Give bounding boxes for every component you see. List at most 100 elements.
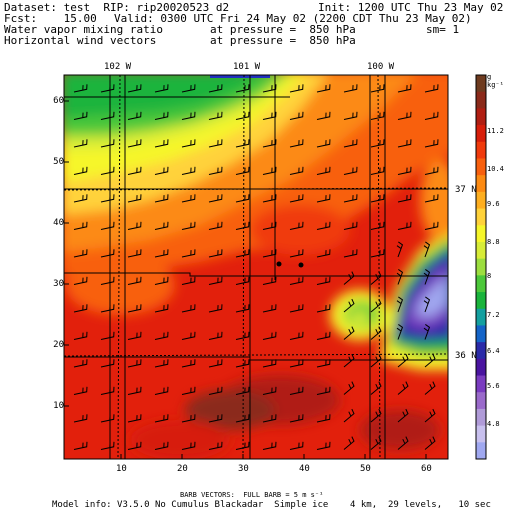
wind-barb [262,139,277,148]
station-marker [276,261,282,267]
wind-barb [289,359,304,368]
wind-barb [127,304,142,313]
wind-barb [370,166,385,175]
wind-barb [262,331,277,340]
wind-barb [370,271,382,285]
wind-barb [289,304,304,313]
wind-barb [208,166,223,175]
dataset-label: Dataset: test RIP: rip20020523 d2 [4,1,230,14]
wind-barb [127,386,142,395]
wind-barb [235,331,250,340]
wind-barb [154,414,169,423]
colorbar-label: 8 [487,272,492,280]
wind-barb [181,276,196,285]
colorbar-swatch [476,125,486,143]
wind-barb [370,326,382,340]
wind-barb [208,139,223,148]
wind-barb [127,84,142,93]
wind-barb [181,194,196,203]
wind-barb [396,269,404,285]
wind-barb [127,111,142,120]
wind-barb [100,221,115,230]
wind-barbs [73,84,439,450]
wind-barb [73,414,88,423]
wind-barb [100,441,115,450]
wind-barb [181,304,196,313]
forecast-hour-label: Fcst: 15.00 [4,12,97,25]
wind-barb [397,84,412,93]
wind-barb [100,111,115,120]
wind-barb [208,304,223,313]
wind-barb [73,331,88,340]
y-tick-label: 40 [53,218,64,228]
wind-barb [316,84,331,93]
wind-barb [235,194,250,203]
wind-barb [235,166,250,175]
lat-label: 37 N [455,185,477,195]
wind-barb [397,194,412,203]
colorbar-swatch [476,325,486,343]
wind-barb [73,111,88,120]
wind-barb [424,436,436,450]
wind-barb [208,276,223,285]
wind-barb [262,276,277,285]
wind-barb [181,249,196,258]
colorbar [476,75,486,460]
wind-barb [154,194,169,203]
colorbar-swatch [476,358,486,377]
wind-barb [154,331,169,340]
wind-barb [154,276,169,285]
wind-barb [235,441,250,450]
wind-barb [181,111,196,120]
wind-barb [370,111,385,120]
wind-barb [262,111,277,120]
lat-label: 36 N [455,351,477,361]
wind-barb [208,414,223,423]
wind-barb [127,139,142,148]
wind-barb [397,436,409,450]
wind-barb [423,296,431,313]
wind-barb [100,359,115,368]
colorbar-swatch [476,141,486,159]
station-marker [298,262,304,268]
wind-barb [181,139,196,148]
wind-barb [289,139,304,148]
wind-barb [181,414,196,423]
y-tick-label: 60 [53,96,64,106]
model-info: Model info: V3.5.0 No Cumulus Blackadar … [52,500,491,510]
colorbar-unit: g kg⁻¹ [487,73,504,89]
wind-barb [235,359,250,368]
wind-barb [343,408,355,423]
wind-barb [289,194,304,203]
wind-barb [100,276,115,285]
wind-barb [424,139,439,148]
colorbar-swatch [476,241,486,260]
wind-barb [262,359,277,368]
y-tick-label: 50 [53,157,64,167]
wind-barb [208,221,223,230]
wind-barb [208,386,223,395]
wind-barb [396,241,404,258]
wind-barb [154,386,169,395]
wind-barb [235,249,250,258]
colorbar-label: 10.4 [487,165,504,173]
wind-barb [423,241,431,258]
y-tick-label: 30 [53,279,64,289]
colorbar-label: 8.8 [487,238,500,246]
barb-legend: BARB VECTORS: FULL BARB = 5 m s⁻¹ [180,491,324,499]
wind-barb [316,386,331,395]
wind-barb [289,249,304,258]
wind-barb [181,84,196,93]
colorbar-swatch [476,442,486,460]
lon-label: 102 W [104,62,132,72]
wind-barb [316,441,331,450]
wind-barb [100,84,115,93]
colorbar-swatch [476,108,486,126]
wind-barb [424,221,439,230]
wind-barb [397,221,412,230]
wind-barb [235,139,250,148]
wind-barb [424,84,439,93]
wind-barb [316,414,331,423]
valid-time-label: Valid: 0300 UTC Fri 24 May 02 (2200 CDT … [114,12,472,25]
wind-barb [316,249,331,258]
